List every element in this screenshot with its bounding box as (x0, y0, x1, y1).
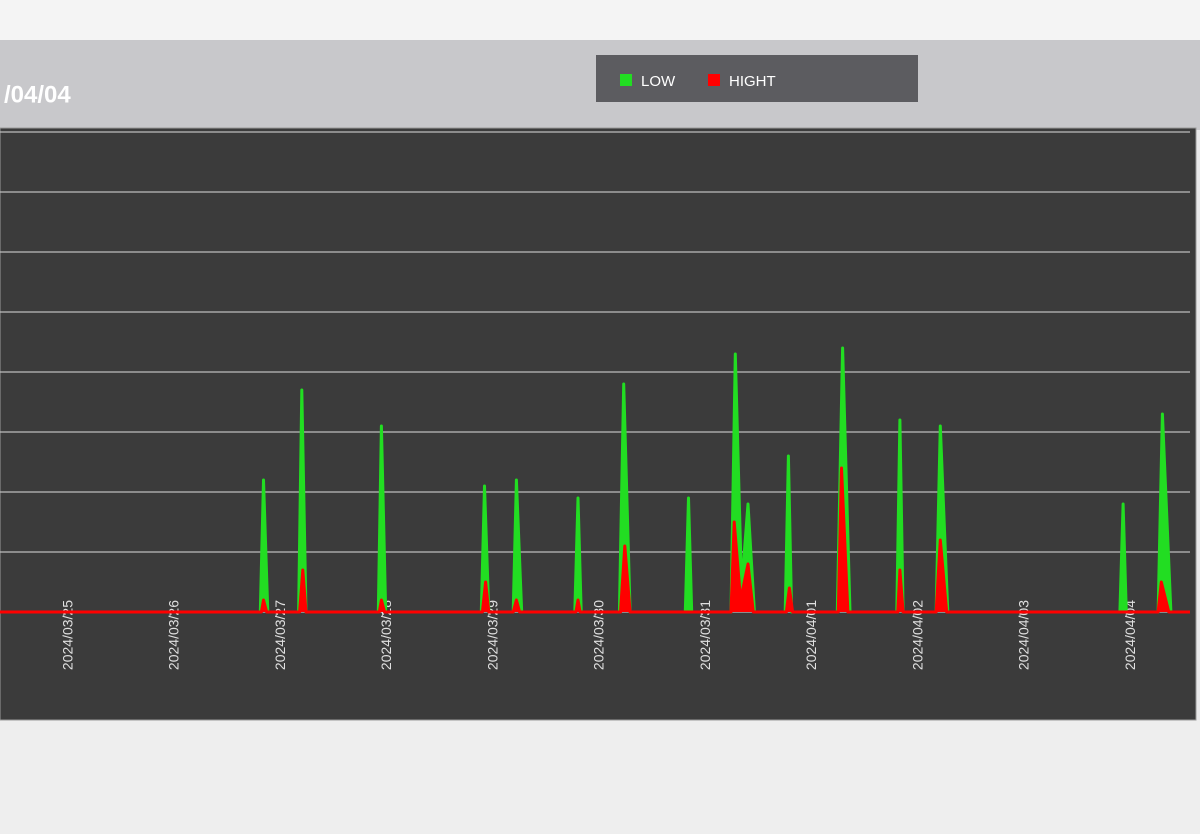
chart-title: /04/04 (4, 81, 71, 108)
x-tick-label: 2024/04/02 (909, 600, 925, 670)
top-bar (0, 0, 1200, 40)
footer (0, 720, 1200, 834)
x-tick-label: 2024/04/04 (1122, 600, 1138, 670)
series-area (0, 466, 1190, 614)
legend-label: LOW (641, 73, 676, 90)
plot-area (0, 127, 1197, 721)
x-tick-label: 2024/04/03 (1016, 600, 1032, 670)
legend-label: HIGHT (729, 73, 776, 90)
legend (596, 55, 918, 102)
x-tick-label: 2024/03/28 (378, 600, 394, 670)
legend-swatch (708, 74, 720, 86)
x-tick-label: 2024/03/29 (484, 600, 500, 670)
x-tick-label: 2024/03/31 (697, 600, 713, 670)
x-tick-label: 2024/04/01 (803, 600, 819, 670)
legend-swatch (620, 74, 632, 86)
x-tick-label: 2024/03/27 (272, 600, 288, 670)
x-tick-label: 2024/03/25 (59, 600, 75, 670)
x-tick-label: 2024/03/26 (166, 600, 182, 670)
x-tick-label: 2024/03/30 (591, 600, 607, 670)
